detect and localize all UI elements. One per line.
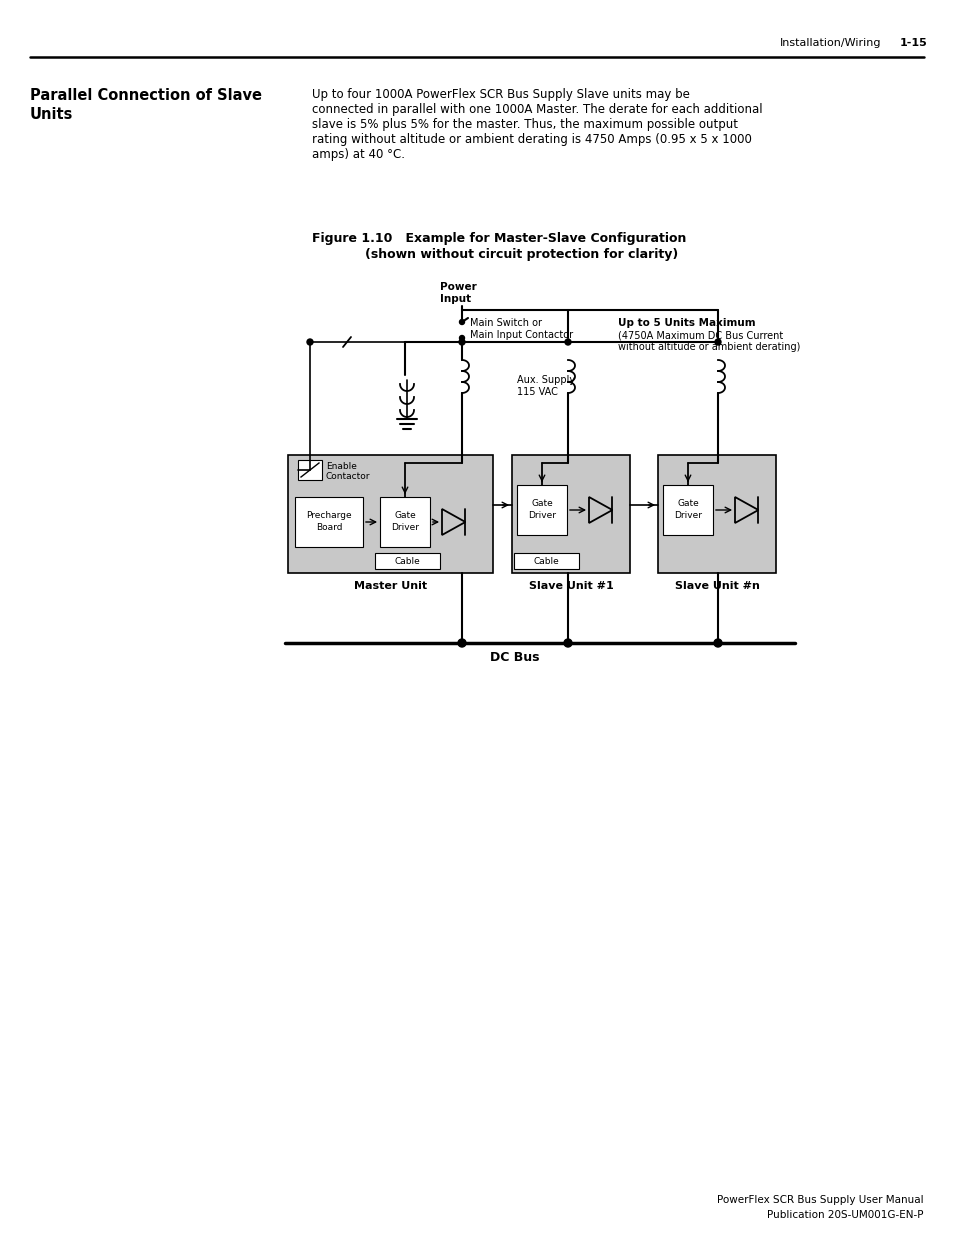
Text: Parallel Connection of Slave: Parallel Connection of Slave (30, 88, 262, 103)
Circle shape (457, 638, 465, 647)
Text: 1-15: 1-15 (899, 38, 926, 48)
Text: amps) at 40 °C.: amps) at 40 °C. (312, 148, 405, 161)
Text: Main Switch or: Main Switch or (470, 317, 541, 329)
Circle shape (564, 338, 571, 345)
Text: (4750A Maximum DC Bus Current: (4750A Maximum DC Bus Current (618, 331, 782, 341)
Text: Power: Power (439, 282, 476, 291)
Text: Up to 5 Units Maximum: Up to 5 Units Maximum (618, 317, 755, 329)
Text: Cable: Cable (395, 557, 420, 566)
Text: without altitude or ambient derating): without altitude or ambient derating) (618, 342, 800, 352)
Text: Driver: Driver (391, 524, 418, 532)
Text: Gate: Gate (531, 499, 553, 509)
Text: Precharge: Precharge (306, 511, 352, 520)
Bar (514, 553, 578, 569)
Text: Installation/Wiring: Installation/Wiring (780, 38, 881, 48)
Bar (379, 496, 430, 547)
Text: 115 VAC: 115 VAC (517, 387, 558, 396)
Text: (shown without circuit protection for clarity): (shown without circuit protection for cl… (365, 248, 678, 261)
Bar (662, 485, 712, 535)
Bar (297, 459, 322, 480)
Circle shape (714, 338, 720, 345)
Text: Contactor: Contactor (326, 472, 370, 480)
Circle shape (459, 336, 464, 341)
Text: Slave Unit #n: Slave Unit #n (674, 580, 759, 592)
Text: Driver: Driver (527, 511, 556, 520)
Bar (512, 454, 629, 573)
Circle shape (713, 638, 721, 647)
Circle shape (563, 638, 572, 647)
Text: DC Bus: DC Bus (490, 651, 539, 664)
Text: Units: Units (30, 107, 73, 122)
Text: PowerFlex SCR Bus Supply User Manual: PowerFlex SCR Bus Supply User Manual (717, 1195, 923, 1205)
Text: Input: Input (439, 294, 471, 304)
Text: Publication 20S-UM001G-EN-P: Publication 20S-UM001G-EN-P (767, 1210, 923, 1220)
Bar (517, 485, 566, 535)
Text: Figure 1.10   Example for Master-Slave Configuration: Figure 1.10 Example for Master-Slave Con… (312, 232, 685, 245)
Bar (375, 553, 439, 569)
Circle shape (459, 320, 464, 325)
Text: rating without altitude or ambient derating is 4750 Amps (0.95 x 5 x 1000: rating without altitude or ambient derat… (312, 133, 751, 146)
Text: Gate: Gate (677, 499, 699, 509)
Text: Main Input Contactor: Main Input Contactor (470, 330, 573, 340)
Text: Gate: Gate (394, 511, 416, 520)
Bar (288, 454, 493, 573)
Text: Slave Unit #1: Slave Unit #1 (528, 580, 613, 592)
Text: Cable: Cable (533, 557, 558, 566)
Bar (658, 454, 775, 573)
Text: Up to four 1000A PowerFlex SCR Bus Supply Slave units may be: Up to four 1000A PowerFlex SCR Bus Suppl… (312, 88, 689, 101)
Text: connected in parallel with one 1000A Master. The derate for each additional: connected in parallel with one 1000A Mas… (312, 103, 761, 116)
Text: slave is 5% plus 5% for the master. Thus, the maximum possible output: slave is 5% plus 5% for the master. Thus… (312, 119, 738, 131)
Text: Master Unit: Master Unit (354, 580, 427, 592)
Text: Board: Board (315, 524, 342, 532)
Text: Enable: Enable (326, 462, 356, 471)
Circle shape (307, 338, 313, 345)
Circle shape (458, 338, 464, 345)
Text: Driver: Driver (673, 511, 701, 520)
Text: Aux. Supply: Aux. Supply (517, 375, 575, 385)
Bar (294, 496, 363, 547)
